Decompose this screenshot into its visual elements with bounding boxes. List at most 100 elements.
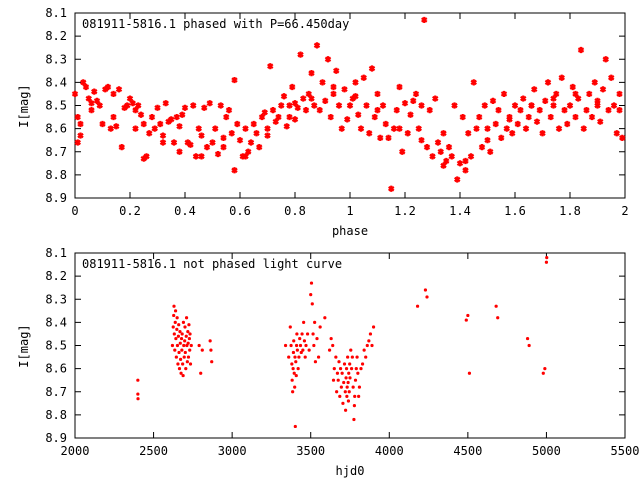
data-point — [616, 90, 623, 98]
data-point — [176, 148, 183, 155]
data-point — [234, 120, 241, 128]
data-point — [360, 74, 367, 81]
data-point — [301, 348, 305, 352]
data-point — [318, 325, 322, 329]
data-point — [410, 97, 417, 104]
data-point — [357, 394, 361, 398]
data-point — [456, 160, 464, 167]
data-point — [187, 141, 194, 148]
data-point — [189, 343, 193, 348]
data-point — [212, 125, 219, 132]
data-point — [355, 111, 362, 118]
data-point — [177, 323, 181, 327]
data-point — [140, 120, 147, 128]
data-point — [298, 336, 302, 341]
data-point — [291, 116, 299, 123]
data-point — [484, 137, 491, 144]
data-point — [286, 102, 293, 109]
data-point — [342, 380, 346, 385]
data-point — [572, 113, 579, 121]
y-tick-label: 8.1 — [45, 246, 67, 260]
data-point — [329, 336, 333, 341]
data-point — [300, 332, 304, 336]
data-point — [283, 343, 288, 348]
data-point — [360, 362, 365, 366]
data-point — [179, 371, 183, 375]
data-point — [396, 83, 403, 91]
data-point — [313, 42, 321, 49]
data-point — [522, 125, 530, 132]
data-point — [192, 153, 200, 160]
data-point — [349, 348, 353, 352]
data-point — [181, 373, 185, 378]
data-point — [151, 125, 158, 132]
data-point — [346, 380, 350, 385]
data-point — [228, 130, 235, 137]
data-point — [484, 125, 491, 132]
data-point — [586, 90, 593, 98]
y-tick-label: 8.3 — [45, 52, 67, 66]
data-point — [350, 355, 354, 359]
data-point — [423, 144, 431, 151]
data-point — [440, 162, 447, 169]
x-tick-label: 5500 — [611, 444, 640, 458]
data-point — [385, 134, 392, 141]
data-point — [323, 316, 327, 320]
data-point — [445, 144, 453, 151]
data-point — [264, 125, 271, 132]
y-tick-label: 8.7 — [45, 145, 67, 159]
data-point — [302, 107, 310, 114]
data-point — [344, 116, 351, 123]
data-point — [291, 390, 295, 394]
data-point — [179, 357, 183, 361]
data-point — [136, 378, 140, 382]
data-point — [370, 343, 374, 348]
data-point — [197, 343, 201, 348]
data-point — [175, 327, 179, 331]
data-point — [462, 167, 469, 174]
data-point — [198, 153, 205, 160]
data-point — [531, 86, 538, 93]
data-point — [177, 367, 182, 371]
data-point — [353, 378, 358, 382]
data-point — [443, 157, 450, 165]
data-point — [349, 367, 354, 371]
y-axis-label: I[mag] — [17, 84, 31, 127]
data-point — [220, 134, 227, 141]
data-point — [175, 316, 179, 320]
data-points — [71, 16, 626, 192]
data-point — [315, 336, 319, 341]
data-point — [297, 355, 301, 359]
y-tick-label: 8.4 — [45, 75, 67, 89]
data-point — [311, 332, 315, 336]
data-point — [344, 408, 348, 412]
x-tick-label: 2000 — [61, 444, 90, 458]
data-point — [415, 304, 420, 308]
data-point — [346, 355, 350, 359]
data-point — [186, 341, 190, 345]
data-point — [183, 339, 187, 343]
data-point — [341, 401, 345, 405]
data-point — [366, 130, 373, 137]
data-point — [269, 107, 277, 114]
data-point — [338, 125, 345, 132]
x-tick-label: 0.6 — [229, 204, 251, 218]
data-point — [115, 86, 123, 93]
data-point — [418, 137, 425, 144]
data-point — [500, 90, 508, 98]
data-point — [181, 362, 185, 366]
data-point — [173, 309, 178, 313]
data-point — [489, 97, 497, 104]
data-point — [177, 350, 181, 355]
data-point — [495, 107, 502, 114]
data-point — [308, 95, 315, 102]
data-point — [316, 355, 321, 359]
data-point — [344, 376, 348, 380]
data-point — [541, 371, 545, 375]
data-point — [352, 404, 356, 408]
data-point — [550, 102, 557, 109]
data-point — [465, 130, 472, 137]
data-point — [473, 125, 480, 132]
data-point — [558, 74, 565, 81]
data-point — [539, 130, 546, 137]
